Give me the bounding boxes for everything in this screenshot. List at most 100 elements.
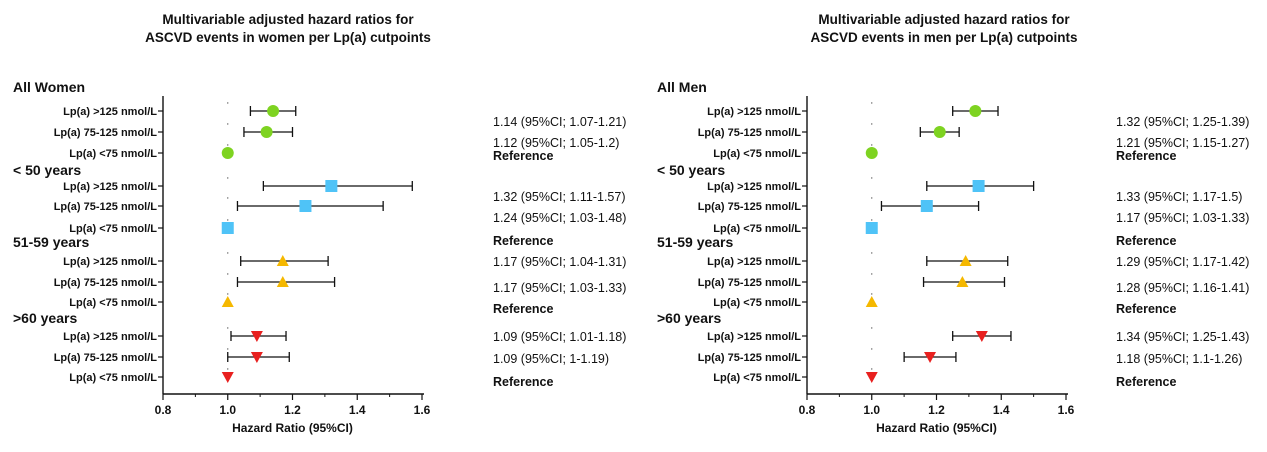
panel1-hr-value-text: 1.09 (95%CI; 1-1.19) [493,352,609,366]
panel1-hr-marker-circle [260,126,273,138]
panel2-reference-label: Reference [1116,302,1176,316]
panel1-title-line-2: ASCVD events in women per Lp(a) cutpoint… [145,30,431,45]
panel1-row-label: Lp(a) 75-125 nmol/L [54,201,158,213]
panel1-hr-marker-square [221,222,234,234]
panel2-reference-dot [871,273,873,275]
panel2-row-label: Lp(a) 75-125 nmol/L [698,277,802,289]
panel1-x-tick-label: 0.8 [155,403,172,417]
panel1-group-label: >60 years [13,310,77,326]
panel1-reference-dot [227,327,229,329]
panel2-reference-dot [871,252,873,254]
panel1-row-label: Lp(a) 75-125 nmol/L [54,352,158,364]
panel2-row-label: Lp(a) >125 nmol/L [707,106,801,118]
panel1-hr-value-text: 1.17 (95%CI; 1.03-1.33) [493,281,626,295]
panel2-hr-value-text: 1.33 (95%CI; 1.17-1.5) [1116,190,1242,204]
panel2-row-label: Lp(a) >125 nmol/L [707,331,801,343]
panel2-reference-dot [871,177,873,179]
panel1-reference-dot [227,102,229,104]
panel2-hr-marker-triangle-up [865,296,878,307]
panel1-reference-dot [227,273,229,275]
panel1-x-tick-label: 1.6 [414,403,431,417]
panel1-hr-marker-square [325,180,338,192]
panel2-x-tick-label: 1.6 [1058,403,1075,417]
panel2-group-label: >60 years [657,310,721,326]
panel2-hr-marker-triangle-down [924,352,937,363]
panel1-reference-dot [227,293,229,295]
panel2-title-line-2: ASCVD events in men per Lp(a) cutpoints [810,30,1077,45]
panel1-hr-value-text: 1.12 (95%CI; 1.05-1.2) [493,136,619,150]
panel2-row-label: Lp(a) 75-125 nmol/L [698,201,802,213]
panel1-reference-label: Reference [493,149,553,163]
panel1-row-label: Lp(a) 75-125 nmol/L [54,127,158,139]
panel2-row-label: Lp(a) <75 nmol/L [713,372,801,384]
panel1-reference-dot [227,219,229,221]
panel1-row-label: Lp(a) >125 nmol/L [63,256,157,268]
panel1-hr-value-text: 1.09 (95%CI; 1.01-1.18) [493,330,626,344]
panel2-hr-marker-triangle-down [865,372,878,383]
panel1-hr-value-text: 1.17 (95%CI; 1.04-1.31) [493,255,626,269]
panel1-hr-marker-triangle-up [276,276,289,287]
panel2-row-label: Lp(a) >125 nmol/L [707,256,801,268]
panel2-reference-dot [871,327,873,329]
panel2-hr-value-text: 1.18 (95%CI; 1.1-1.26) [1116,352,1242,366]
panel1-reference-dot [227,177,229,179]
panel1-hr-marker-triangle-down [250,331,263,342]
panel1-reference-label: Reference [493,375,553,389]
panel1-group-label: All Women [13,79,85,95]
panel2-reference-label: Reference [1116,234,1176,248]
panel2-group-label: < 50 years [657,162,725,178]
panel2-x-axis-label: Hazard Ratio (95%CI) [876,421,997,435]
panel1-row-label: Lp(a) <75 nmol/L [69,372,157,384]
panel2-reference-dot [871,368,873,370]
panel2-reference-dot [871,197,873,199]
panel1-reference-dot [227,123,229,125]
panel2-group-label: 51-59 years [657,234,734,250]
panel2-reference-label: Reference [1116,149,1176,163]
panel2-reference-dot [871,102,873,104]
panel1-hr-marker-triangle-down [221,372,234,383]
panel2-group-label: All Men [657,79,707,95]
panel2-hr-value-text: 1.28 (95%CI; 1.16-1.41) [1116,281,1249,295]
panel1-group-label: < 50 years [13,162,81,178]
panel1-reference-dot [227,144,229,146]
panel1-row-label: Lp(a) <75 nmol/L [69,223,157,235]
panel1-reference-dot [227,197,229,199]
panel2-x-tick-label: 1.0 [863,403,880,417]
panel2-hr-marker-triangle-down [975,331,988,342]
panel1-row-label: Lp(a) >125 nmol/L [63,181,157,193]
panel1-group-label: 51-59 years [13,234,90,250]
panel2-row-label: Lp(a) <75 nmol/L [713,223,801,235]
panel2-row-label: Lp(a) 75-125 nmol/L [698,127,802,139]
panel1-hr-marker-circle [267,105,280,117]
panel1-reference-dot [227,348,229,350]
panel1-row-label: Lp(a) >125 nmol/L [63,331,157,343]
panel2-reference-dot [871,123,873,125]
panel2-row-label: Lp(a) <75 nmol/L [713,297,801,309]
panel2-x-tick-label: 0.8 [799,403,816,417]
panel1-reference-dot [227,368,229,370]
panel1-hr-marker-triangle-down [250,352,263,363]
panel2-hr-value-text: 1.29 (95%CI; 1.17-1.42) [1116,255,1249,269]
panel1-reference-label: Reference [493,302,553,316]
panel1-row-label: Lp(a) >125 nmol/L [63,106,157,118]
panel1-x-axis-label: Hazard Ratio (95%CI) [232,421,353,435]
panel2-row-label: Lp(a) <75 nmol/L [713,148,801,160]
panel2-reference-dot [871,219,873,221]
panel1-hr-marker-triangle-up [221,296,234,307]
panel2-hr-value-text: 1.32 (95%CI; 1.25-1.39) [1116,115,1249,129]
panel2-hr-marker-triangle-up [956,276,969,287]
panel1-row-label: Lp(a) <75 nmol/L [69,297,157,309]
panel2-hr-value-text: 1.17 (95%CI; 1.03-1.33) [1116,211,1249,225]
panel1-title-line-1: Multivariable adjusted hazard ratios for [162,12,414,27]
panel2-hr-marker-circle [865,147,878,159]
panel1-x-tick-label: 1.4 [349,403,366,417]
panel2-row-label: Lp(a) 75-125 nmol/L [698,352,802,364]
panel1-hr-value-text: 1.14 (95%CI; 1.07-1.21) [493,115,626,129]
panel1-hr-value-text: 1.24 (95%CI; 1.03-1.48) [493,211,626,225]
panel1-x-tick-label: 1.2 [284,403,301,417]
panel2-hr-marker-square [972,180,985,192]
panel2-x-tick-label: 1.4 [993,403,1010,417]
panel2-title-line-1: Multivariable adjusted hazard ratios for [818,12,1070,27]
